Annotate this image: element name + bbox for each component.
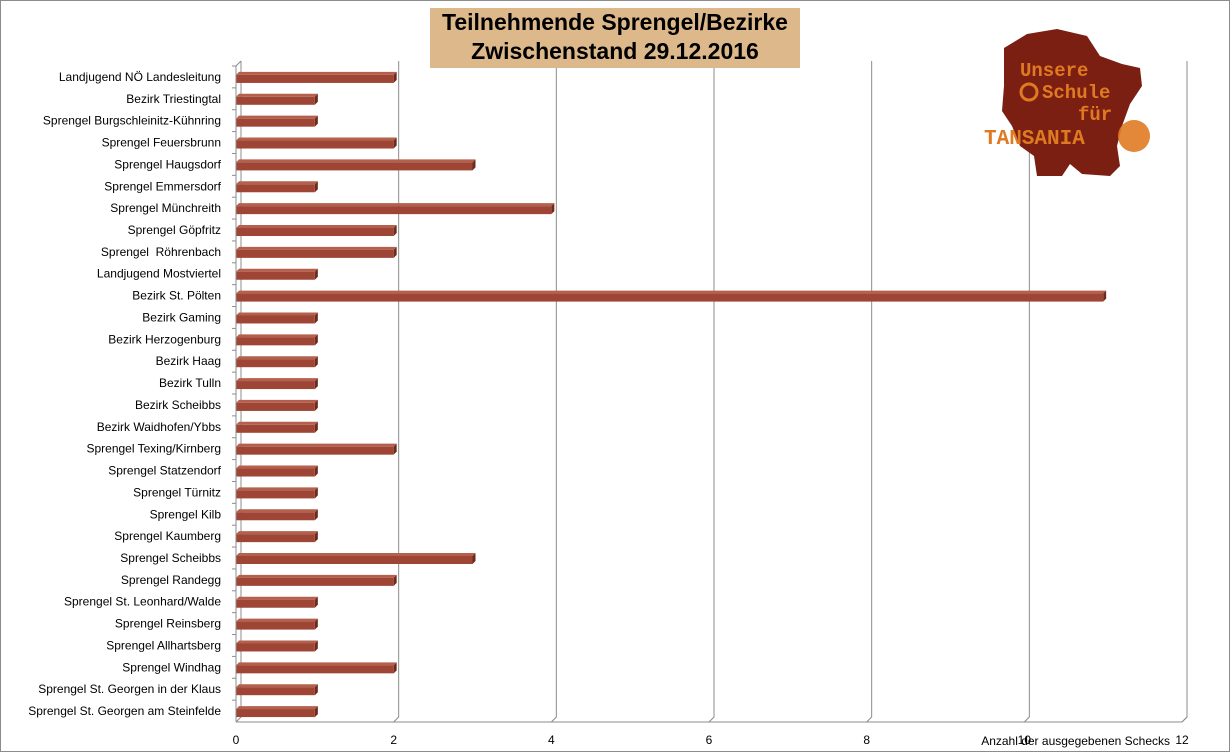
bar — [236, 640, 318, 652]
x-tick-label: 2 — [390, 733, 397, 747]
category-label: Bezirk Scheibbs — [135, 398, 221, 412]
logo-text-schule: Schule — [1042, 82, 1110, 104]
category-label: Landjugend NÖ Landesleitung — [59, 70, 221, 84]
bar — [236, 356, 318, 368]
bar — [236, 334, 318, 346]
x-tick-label: 0 — [233, 733, 240, 747]
bar — [236, 181, 318, 193]
gridline-x — [393, 61, 400, 723]
category-label: Bezirk Gaming — [142, 310, 221, 324]
bar — [236, 203, 555, 215]
bar — [236, 246, 397, 258]
category-labels: Landjugend NÖ Landesleitung Bezirk Triest… — [28, 70, 221, 718]
bar — [236, 268, 318, 280]
bar — [236, 378, 318, 390]
bar — [236, 159, 476, 171]
category-label: Bezirk Herzogenburg — [108, 332, 221, 346]
bar — [236, 115, 318, 127]
axes — [232, 60, 1188, 723]
bar — [236, 421, 318, 433]
category-label: Sprengel Statzendorf — [108, 464, 221, 478]
bar — [236, 684, 318, 696]
bar — [236, 225, 397, 236]
bar — [236, 290, 1107, 302]
logo-text-unsere: Unsere — [1020, 60, 1088, 82]
category-label: Bezirk Tulln — [159, 376, 221, 390]
gridline-x — [1023, 61, 1030, 723]
category-label: Sprengel St. Leonhard/Walde — [64, 595, 221, 609]
bar — [236, 531, 318, 543]
bar — [236, 596, 318, 608]
bar — [236, 574, 397, 586]
gridline-x — [708, 61, 715, 723]
africa-map-shape — [1002, 29, 1142, 176]
category-label: Bezirk St. Pölten — [132, 289, 221, 303]
category-label: Sprengel Türnitz — [133, 485, 221, 499]
chart-title: Teilnehmende Sprengel/Bezirke Zwischenst… — [430, 8, 800, 68]
logo-emblem-icon — [1019, 82, 1039, 102]
gridline-x — [550, 61, 557, 723]
category-label: Sprengel St. Georgen in der Klaus — [38, 682, 221, 696]
category-label: Sprengel Göpfritz — [128, 223, 221, 237]
gridline-x — [866, 61, 873, 723]
x-tick-label: 6 — [706, 733, 713, 747]
x-axis-line — [236, 716, 1188, 723]
category-label: Bezirk Waidhofen/Ybbs — [97, 420, 221, 434]
x-tick-label: 12 — [1175, 733, 1189, 747]
bar — [236, 71, 397, 83]
x-axis-title: Anzahl der ausgegebenen Schecks — [981, 734, 1170, 748]
school-logo: Unsere Schule für TANSANIA — [984, 29, 1150, 176]
category-label: Bezirk Haag — [156, 354, 221, 368]
bar — [236, 509, 318, 521]
bar — [236, 618, 318, 630]
bar — [236, 443, 397, 455]
category-label: Landjugend Mostviertel — [97, 267, 221, 281]
bar — [236, 706, 318, 718]
x-tick-labels: 0 2 4 6 8 10 12 — [233, 733, 1189, 747]
category-label: Sprengel St. Georgen am Steinfelde — [28, 704, 221, 718]
bar — [236, 93, 318, 105]
bar — [236, 487, 318, 499]
category-label: Sprengel Feuersbrunn — [102, 136, 221, 150]
logo-text-fuer: für — [1078, 104, 1112, 126]
category-label: Sprengel Röhrenbach — [101, 245, 221, 259]
bar — [236, 137, 397, 149]
bar — [236, 553, 476, 564]
bar — [236, 662, 397, 674]
x-tick-label: 10 — [1018, 733, 1032, 747]
bar — [236, 465, 318, 477]
x-tick-label: 4 — [548, 733, 555, 747]
bar — [236, 399, 318, 411]
gridline-x — [1181, 61, 1188, 723]
category-label: Sprengel Scheibbs — [120, 551, 221, 565]
category-label: Sprengel Randegg — [121, 573, 221, 587]
x-tick-label: 8 — [863, 733, 870, 747]
category-label: Sprengel Kilb — [150, 507, 222, 521]
category-label: Sprengel Allhartsberg — [106, 638, 221, 652]
category-label: Sprengel Texing/Kirnberg — [86, 442, 221, 456]
category-label: Sprengel Burgschleinitz-Kühnring — [43, 114, 221, 128]
bar — [236, 312, 318, 324]
category-label: Bezirk Triestingtal — [126, 92, 221, 106]
sun-icon — [1118, 120, 1150, 152]
category-label: Sprengel Kaumberg — [114, 529, 221, 543]
category-label: Sprengel Windhag — [122, 660, 221, 674]
category-label: Sprengel Reinsberg — [115, 617, 221, 631]
chart-title-line-1: Teilnehmende Sprengel/Bezirke — [442, 9, 788, 35]
category-label: Sprengel Haugsdorf — [114, 157, 221, 171]
bars — [236, 71, 1107, 718]
category-label: Sprengel Emmersdorf — [104, 179, 221, 193]
category-label: Sprengel Münchreith — [110, 201, 221, 215]
chart-title-line-2: Zwischenstand 29.12.2016 — [471, 38, 759, 64]
logo-text-tansania: TANSANIA — [984, 128, 1085, 151]
